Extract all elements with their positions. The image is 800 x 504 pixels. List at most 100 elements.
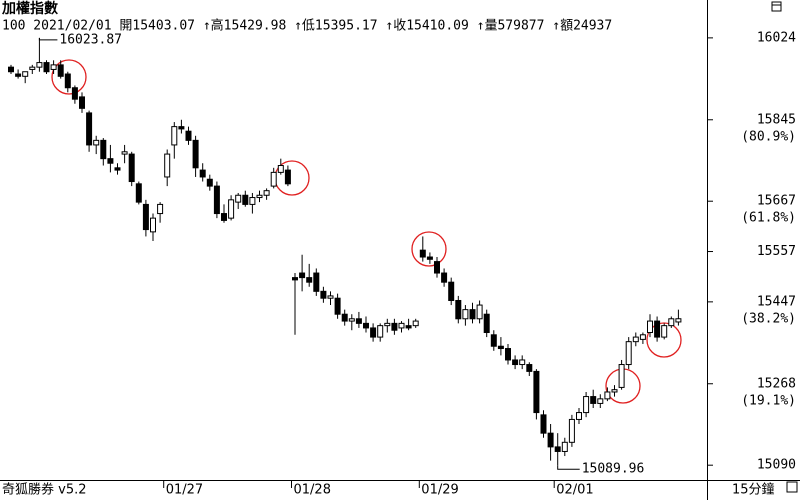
y-tick-label: 15557 [757,244,796,259]
candle-body [419,249,426,258]
candle-body [398,322,405,329]
candle-body [533,370,540,414]
candle-body [561,441,568,452]
candle-body [618,364,625,388]
candle-body [334,297,341,315]
candle-body [121,151,128,155]
candle-body [568,418,575,443]
window-button[interactable] [786,481,798,493]
candle-body [142,203,149,231]
candle-body [178,126,185,130]
y-tick-label: 15667 [757,194,796,209]
candle-body [306,277,313,283]
period-label: 15分鐘 [732,482,775,498]
candle-body [327,295,334,299]
candle-body [526,364,533,372]
candle-body [597,398,604,404]
candle-body [107,158,114,164]
candle-body [277,165,284,173]
candle-body [213,185,220,215]
candle-body [426,256,433,260]
y-tick-percent: (80.9%) [741,129,796,144]
low-leader [557,465,580,470]
high-label: 16023.87 [59,32,122,47]
candle-body [661,325,668,338]
candle-body [150,217,156,233]
y-tick-percent: (19.1%) [741,393,796,408]
y-tick-percent: (61.8%) [741,211,796,226]
candle-body [164,153,171,178]
candle-body [547,432,554,448]
highlight-circle [646,322,682,358]
candle-body [36,62,43,68]
candle-body [71,87,78,100]
candle-body [22,71,29,77]
candle-body [583,396,590,414]
candle-body [221,213,227,221]
candle-body [228,199,235,219]
candle-body [57,64,64,77]
candle-body [157,203,164,215]
candle-body [405,325,412,329]
candle-body [199,169,206,178]
candle-body [29,66,36,70]
candle-body [256,194,263,199]
candle-body [185,130,192,141]
candle-body [647,320,653,334]
candle-body [668,318,675,327]
candle-body [632,336,639,343]
candle-body [639,334,646,340]
candle-body [391,322,398,331]
highlight-circle [51,59,87,95]
window-button[interactable] [771,1,782,12]
candle-body [206,178,213,187]
candle-body [86,112,93,146]
candle-body [320,290,327,299]
candle-body [370,327,377,338]
candle-body [242,194,249,205]
candle-body [341,313,348,322]
y-tick-label: 15090 [757,458,796,473]
candle-body [100,139,107,160]
x-tick-label: 01/28 [294,483,331,498]
candle-body [270,171,277,187]
candle-body [604,391,611,400]
candle-body [355,318,362,324]
candle-body [590,396,597,404]
x-tick-label: 01/27 [166,483,203,498]
candle-body [434,261,440,274]
candle-body [469,309,476,320]
candle-body [249,197,256,205]
candle-body [611,389,618,393]
y-tick-label: 15268 [757,376,796,391]
candle-body [263,190,270,196]
candle-body [519,359,526,366]
y-tick-percent: (38.2%) [741,311,796,326]
candle-body [15,73,22,77]
candle-body [483,313,490,334]
candle-body [299,272,306,279]
candle-body [377,325,384,338]
candle-body [455,299,462,320]
candle-body [675,318,682,323]
candle-body [384,322,391,327]
candle-body [441,272,448,283]
candle-body [235,194,242,203]
y-tick-label: 15845 [757,112,796,127]
info-mask [708,14,800,34]
candle-body [412,320,419,327]
candle-body [50,64,57,70]
candle-body [171,126,178,146]
info-line: 100 2021/02/01 開15403.07 ↑高15429.98 ↑低15… [2,18,612,34]
candle-body [8,66,14,73]
candle-body [348,318,355,322]
candle-body [540,414,547,434]
low-label: 15089.96 [582,462,645,477]
candle-body [64,73,71,89]
candle-body [93,139,100,146]
candle-body [284,169,291,185]
chart-title: 加權指數 [1,0,58,17]
candle-body [128,153,135,183]
